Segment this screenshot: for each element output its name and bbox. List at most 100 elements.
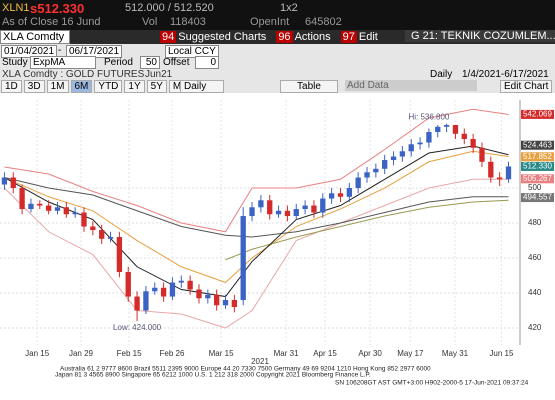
candle-body [37, 203, 43, 206]
edit-chart[interactable]: Edit Chart [500, 80, 553, 93]
toolbar-buttons: 94 Suggested Charts 96 Actions 97 Edit [160, 31, 388, 43]
bid-ask: 512.000 / 512.520 [125, 2, 214, 14]
x-year: 2021 [251, 357, 269, 366]
range-button[interactable]: 5Y [146, 80, 167, 93]
range-button[interactable]: 1Y [124, 80, 145, 93]
last-value-tag [521, 140, 554, 150]
candle-body [382, 160, 388, 169]
candle-body [346, 188, 352, 197]
candle-body [214, 294, 220, 306]
candle-body [169, 282, 176, 297]
candle-body [267, 200, 273, 215]
x-tick-label: Jan 15 [25, 349, 50, 358]
button-number: 94 [160, 31, 177, 43]
start-date[interactable]: 01/04/2021 [1, 45, 58, 58]
indicator-line [225, 199, 509, 261]
candle-body [63, 207, 69, 215]
candle-body [443, 125, 450, 127]
range-button[interactable]: 1M [46, 80, 69, 93]
range-buttons: 1D3D1M6MYTD1Y5YMax [1, 80, 198, 93]
button-label: Actions [294, 31, 331, 43]
candle-body [505, 166, 512, 180]
indicator-line [4, 108, 509, 233]
x-tick-label: May 31 [442, 349, 469, 358]
candle-body [205, 294, 211, 299]
size: 1x2 [280, 2, 298, 14]
vol-label: Vol [142, 16, 158, 28]
candle-body [90, 226, 96, 231]
security[interactable]: XLA Comdty [0, 30, 70, 44]
candle-body [187, 280, 193, 290]
last-value-label: 512.330 [523, 162, 552, 171]
candle-body [390, 156, 397, 161]
candle-body [134, 296, 140, 311]
candle-body [125, 272, 131, 297]
candle-body [452, 125, 459, 134]
candle-body [81, 212, 87, 227]
candle-body [293, 209, 299, 217]
x-tick-label: Apr 30 [358, 349, 382, 358]
indicator-line [4, 150, 509, 284]
candle-body [196, 289, 202, 299]
candle-body [249, 207, 255, 217]
candle-body [355, 177, 361, 189]
last-value-tag [521, 161, 554, 171]
button-number: 97 [340, 31, 357, 43]
annotation: Low: 424.000 [113, 323, 162, 332]
candle-body [470, 139, 476, 148]
offset-label: Offset [163, 57, 190, 68]
study-label: Study [2, 57, 28, 68]
range-button[interactable]: 6M [70, 80, 93, 93]
candle-body [99, 230, 105, 239]
candle-body [222, 300, 229, 306]
candle-body [54, 207, 61, 211]
candle-body [45, 205, 52, 211]
footer-line: Japan 81 3 4565 8900 Singapore 65 6212 1… [55, 372, 371, 379]
candle-body [399, 151, 406, 157]
period-select[interactable]: Daily [180, 80, 224, 93]
candle-body [302, 205, 308, 210]
candle-body [72, 212, 78, 215]
range-button[interactable]: YTD [94, 80, 123, 93]
oi-label: OpenInt [250, 16, 290, 28]
last-value-label: 542.069 [523, 110, 552, 119]
last-value-label: 505.267 [523, 174, 552, 183]
vol: 118403 [170, 16, 206, 28]
add-data[interactable]: Add Data [345, 80, 477, 91]
last-value-tag [521, 174, 554, 184]
candle-body [28, 203, 34, 210]
annotation: Hi: 536.800 [408, 113, 449, 122]
study[interactable]: ExpMA [30, 56, 96, 69]
candle-body [408, 144, 414, 152]
candle-body [160, 287, 167, 297]
toolbar-button[interactable]: 97 Edit [340, 31, 378, 43]
range-button[interactable]: 1D [1, 80, 22, 93]
settings: 01/04/2021 - 06/17/2021 Local CCY Study … [0, 44, 555, 93]
page-title: G 21: TEKNIK COZUMLEM... [405, 30, 555, 42]
candle-body [497, 177, 503, 180]
candle-body [426, 132, 432, 143]
x-tick-label: Apr 15 [313, 349, 337, 358]
toolbar-button[interactable]: 96 Actions [276, 31, 331, 43]
candle-body [337, 193, 344, 197]
offset[interactable]: 0 [195, 56, 219, 69]
table-button[interactable]: Table [280, 80, 338, 93]
indicator-line [4, 177, 509, 238]
y-tick-label: 440 [528, 288, 542, 297]
y-tick-label: 460 [528, 253, 542, 262]
oi: 645802 [305, 16, 342, 28]
button-label: Suggested Charts [178, 31, 267, 43]
candle-body [435, 126, 441, 133]
as-of: As of Close 16 Jund [2, 16, 101, 28]
range-button[interactable]: 3D [23, 80, 45, 93]
period[interactable]: 50 [140, 56, 160, 69]
candle-body [107, 237, 114, 239]
toolbar-button[interactable]: 94 Suggested Charts [160, 31, 266, 43]
last-price: s512.330 [30, 1, 85, 16]
currency[interactable]: Local CCY [165, 45, 219, 58]
candle-body [231, 300, 238, 308]
candle-body [488, 161, 494, 178]
candle-body [152, 287, 158, 292]
last-value-label: 524.463 [523, 140, 552, 149]
x-tick-label: Mar 15 [209, 349, 234, 358]
